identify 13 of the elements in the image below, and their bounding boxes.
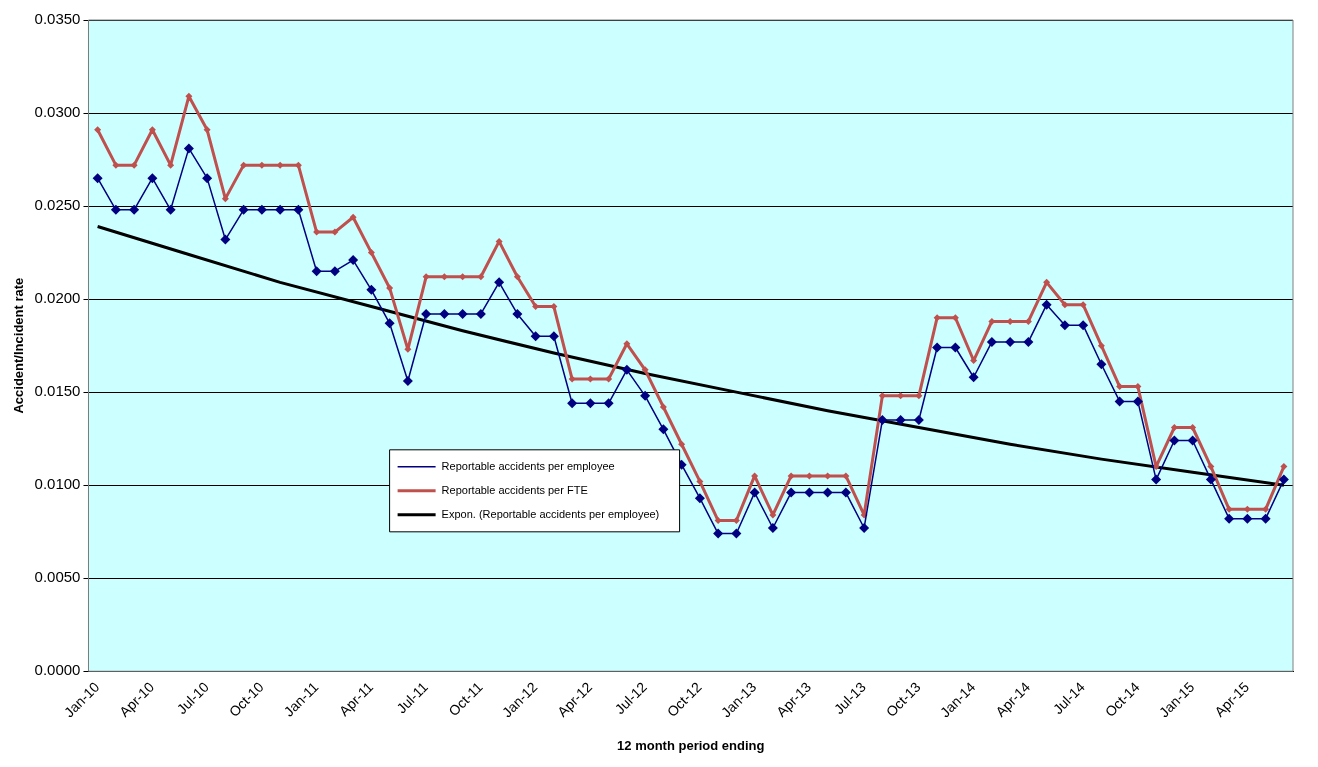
y-axis-title: Accident/Incident rate bbox=[11, 277, 27, 414]
y-tick-label: 0.0050 bbox=[34, 568, 81, 586]
y-tick-label: 0.0200 bbox=[34, 289, 81, 307]
y-tick-label: 0.0000 bbox=[34, 661, 81, 679]
y-tick-label: 0.0300 bbox=[34, 103, 81, 121]
legend-label: Reportable accidents per FTE bbox=[441, 483, 588, 496]
y-tick-label: 0.0350 bbox=[34, 10, 81, 28]
y-tick-label: 0.0150 bbox=[34, 382, 81, 400]
y-tick-label: 0.0100 bbox=[34, 475, 81, 493]
legend-label: Expon. (Reportable accidents per employee) bbox=[441, 507, 660, 520]
x-axis-title: 12 month period ending bbox=[617, 737, 765, 753]
y-tick-label: 0.0250 bbox=[34, 196, 81, 214]
legend-label: Reportable accidents per employee bbox=[441, 459, 615, 472]
